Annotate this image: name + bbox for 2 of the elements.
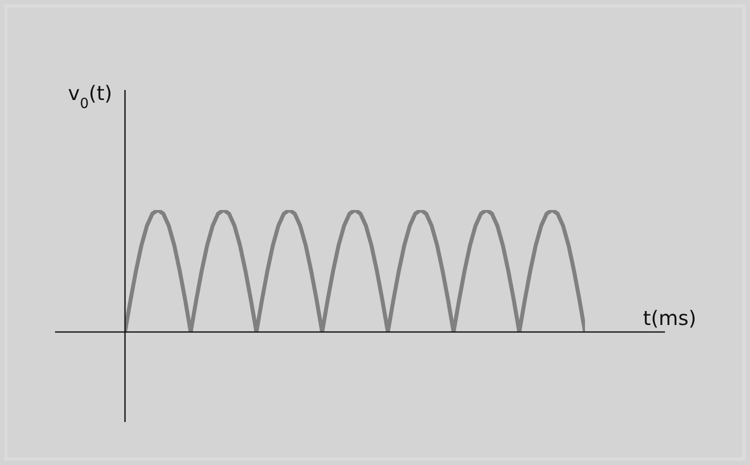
y-axis-title: v$_{0}$(t) [68, 81, 112, 112]
x-axis-title: t(ms) [643, 306, 696, 330]
